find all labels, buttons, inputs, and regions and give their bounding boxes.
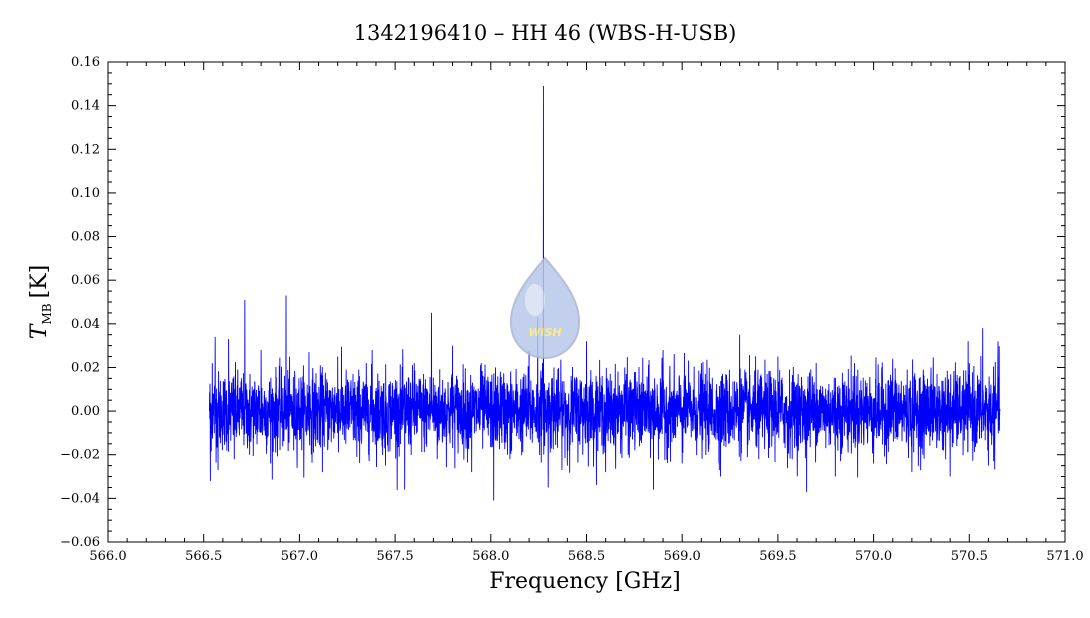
y-axis-label: TMB [K] [27, 265, 54, 339]
y-tick-label: −0.02 [60, 448, 100, 463]
y-tick-label: −0.06 [60, 535, 100, 550]
y-axis-label-subscript: MB [40, 303, 54, 324]
x-tick-label: 566.5 [185, 549, 222, 564]
series-layer [208, 85, 1001, 501]
x-tick-label: 566.0 [89, 549, 126, 564]
x-tick-label: 570.5 [951, 549, 988, 564]
x-tick-label: 569.5 [759, 549, 796, 564]
logo-text: WISH [528, 326, 561, 339]
y-tick-label: 0.10 [71, 186, 100, 201]
y-tick-label: 0.00 [71, 404, 100, 419]
x-tick-label: 570.0 [855, 549, 892, 564]
y-tick-label: 0.08 [71, 230, 100, 245]
x-tick-label: 569.0 [664, 549, 701, 564]
x-tick-label: 568.0 [472, 549, 509, 564]
y-tick-label: 0.14 [71, 99, 100, 114]
x-axis-ticks: 566.0 566.5 567.0 567.5 568.0 568.5 569.0 569.5… [89, 62, 1084, 564]
plot-frame [107, 61, 1066, 543]
y-axis-ticks: −0.06 −0.04 −0.02 0.00 0.02 0.04 0.06 0.08 0.10 0… [60, 55, 1065, 550]
logo-drop-shape [509, 256, 581, 360]
chart-title: 1342196410 – HH 46 (WBS-H-USB) [354, 21, 737, 45]
wish-drop-logo-icon: WISH [509, 256, 581, 360]
spectrum-line [208, 85, 1001, 501]
svg-text:TMB[K]: TMB [K] [27, 265, 54, 339]
x-tick-label: 571.0 [1046, 549, 1083, 564]
x-axis-label: Frequency [GHz] [489, 569, 681, 594]
y-tick-label: 0.04 [71, 317, 100, 332]
x-tick-label: 567.0 [281, 549, 318, 564]
y-tick-label: −0.04 [60, 491, 100, 506]
y-axis-label-symbol: T [27, 322, 52, 339]
y-tick-label: 0.02 [71, 360, 100, 375]
y-tick-label: 0.16 [71, 55, 100, 70]
x-tick-label: 567.5 [376, 549, 413, 564]
y-tick-label: 0.12 [71, 142, 100, 157]
y-axis-label-unit: [K] [27, 265, 52, 299]
y-tick-label: 0.06 [71, 273, 100, 288]
x-tick-label: 568.5 [568, 549, 605, 564]
logo-highlight [525, 284, 545, 316]
